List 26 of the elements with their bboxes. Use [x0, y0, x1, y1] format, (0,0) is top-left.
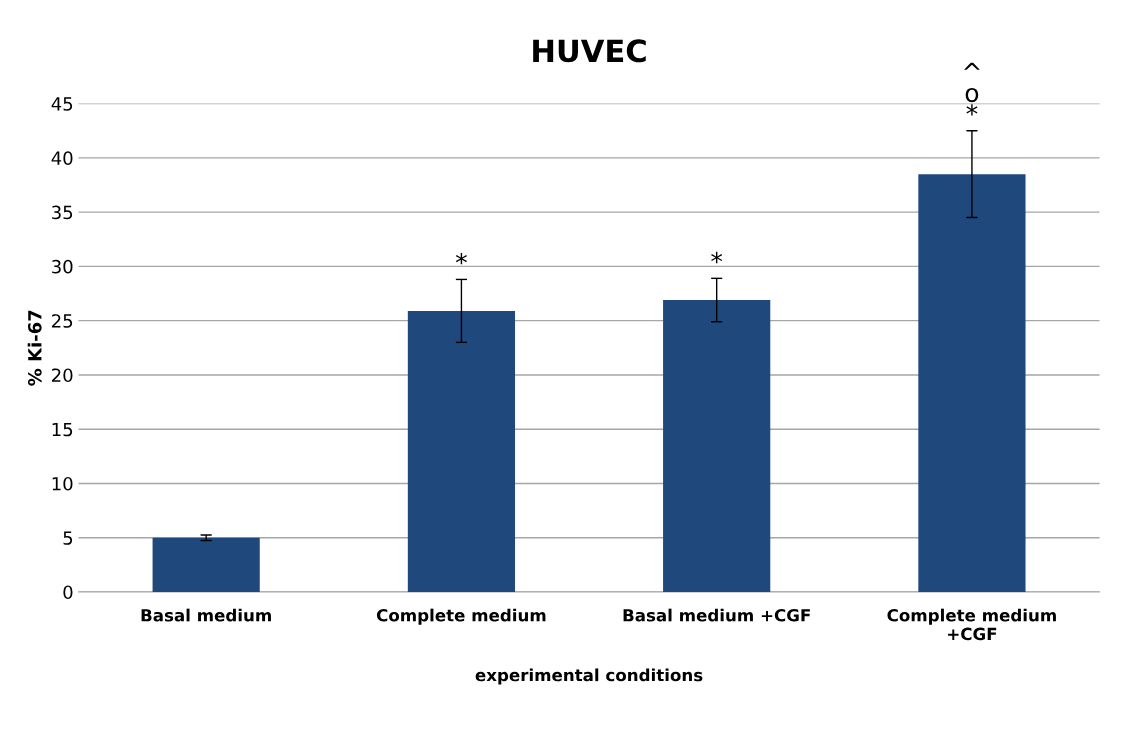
y-tick-label: 0 [63, 585, 73, 600]
bar [152, 537, 260, 592]
y-tick-label: 5 [63, 531, 73, 545]
y-tick-label: 35 [52, 205, 73, 220]
y-tick-label: 15 [52, 422, 73, 437]
annotation: * [455, 252, 467, 265]
y-tick-label: 30 [52, 259, 73, 274]
x-tick-label: Basal medium [141, 608, 271, 622]
y-tick-label: 20 [52, 368, 73, 383]
y-tick-label: 25 [52, 314, 73, 328]
x-tick-label: Basal medium +CGF [623, 608, 810, 622]
y-axis-title: % Ki-67 [27, 310, 42, 386]
annotation: ^ [964, 62, 980, 70]
y-tick-label: 45 [51, 97, 73, 111]
annotation: o [965, 87, 979, 103]
x-tick-label: Complete medium +CGF [887, 608, 1056, 641]
bar [918, 174, 1026, 592]
bar [407, 310, 516, 592]
y-tick-label: 10 [52, 476, 73, 491]
x-tick-label: Complete medium [376, 608, 546, 625]
chart-title: HUVEC [533, 39, 646, 63]
annotation: * [711, 251, 723, 264]
bar [663, 300, 771, 592]
x-axis-title: experimental conditions [475, 668, 703, 685]
y-tick-label: 40 [51, 151, 73, 165]
annotation: * [966, 104, 978, 116]
